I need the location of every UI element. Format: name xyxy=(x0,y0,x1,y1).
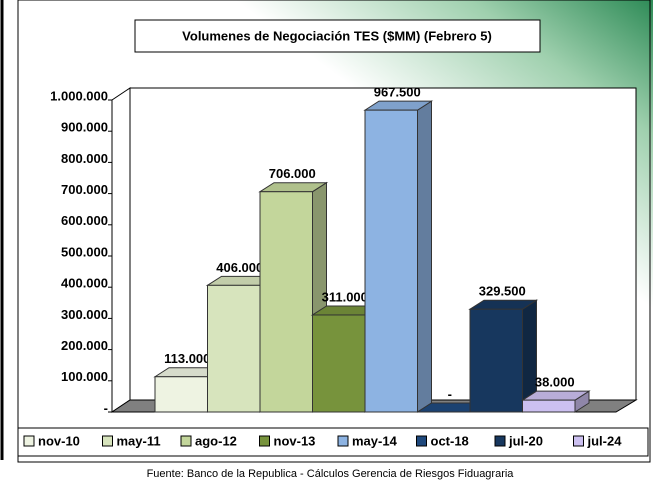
y-tick-label: 800.000 xyxy=(61,151,108,166)
value-label: 967.500 xyxy=(374,85,421,100)
value-label: 38.000 xyxy=(535,375,575,390)
bar xyxy=(207,284,261,413)
bar xyxy=(312,314,366,413)
legend-swatch xyxy=(573,435,584,447)
legend-label: nov-13 xyxy=(274,433,316,448)
legend-swatch xyxy=(23,435,35,447)
legend-label: oct-18 xyxy=(431,433,469,448)
legend-label: ago-12 xyxy=(195,433,237,448)
bar xyxy=(259,191,313,413)
bar xyxy=(522,399,576,413)
legend-label: jul-24 xyxy=(587,433,623,448)
y-tick-label: 400.000 xyxy=(61,276,108,291)
y-tick-label: 900.000 xyxy=(61,120,108,135)
value-label: 329.500 xyxy=(479,284,526,299)
value-label: 706.000 xyxy=(269,166,316,181)
chart-title: Volumenes de Negociación TES ($MM) (Febr… xyxy=(182,28,492,43)
title-box xyxy=(134,19,541,53)
legend-swatch xyxy=(494,435,506,447)
value-label: - xyxy=(448,386,452,401)
legend-label: may-14 xyxy=(352,433,398,448)
side-wall xyxy=(111,87,131,413)
legend-swatch xyxy=(180,435,192,447)
y-tick-label: 700.000 xyxy=(61,182,108,197)
value-label: 406.000 xyxy=(216,260,263,275)
legend-box xyxy=(17,427,649,457)
legend-label: may-11 xyxy=(117,433,161,448)
legend-swatch xyxy=(259,435,270,447)
value-label: 113.000 xyxy=(164,351,210,366)
legend-swatch xyxy=(337,435,349,447)
legend-label: nov-10 xyxy=(38,433,80,448)
source-note: Fuente: Banco de la Republica - Cálculos… xyxy=(147,468,515,480)
chart-frame xyxy=(17,0,651,463)
y-tick-label: 500.000 xyxy=(61,244,108,259)
y-tick-label: 100.000 xyxy=(61,369,108,384)
y-tick-label: 300.000 xyxy=(61,307,108,322)
y-tick-label: 600.000 xyxy=(61,213,108,228)
bar xyxy=(154,376,208,413)
y-tick-label: 200.000 xyxy=(61,338,108,353)
legend-label: jul-20 xyxy=(508,433,543,448)
y-tick-label: 1.000.000 xyxy=(50,88,108,103)
bar-side xyxy=(417,100,432,413)
bar xyxy=(364,109,418,413)
bar xyxy=(469,308,523,413)
value-label: 311.000 xyxy=(322,289,368,304)
y-tick-label: - xyxy=(104,400,108,415)
legend-swatch xyxy=(416,435,427,447)
legend-swatch xyxy=(102,435,113,447)
